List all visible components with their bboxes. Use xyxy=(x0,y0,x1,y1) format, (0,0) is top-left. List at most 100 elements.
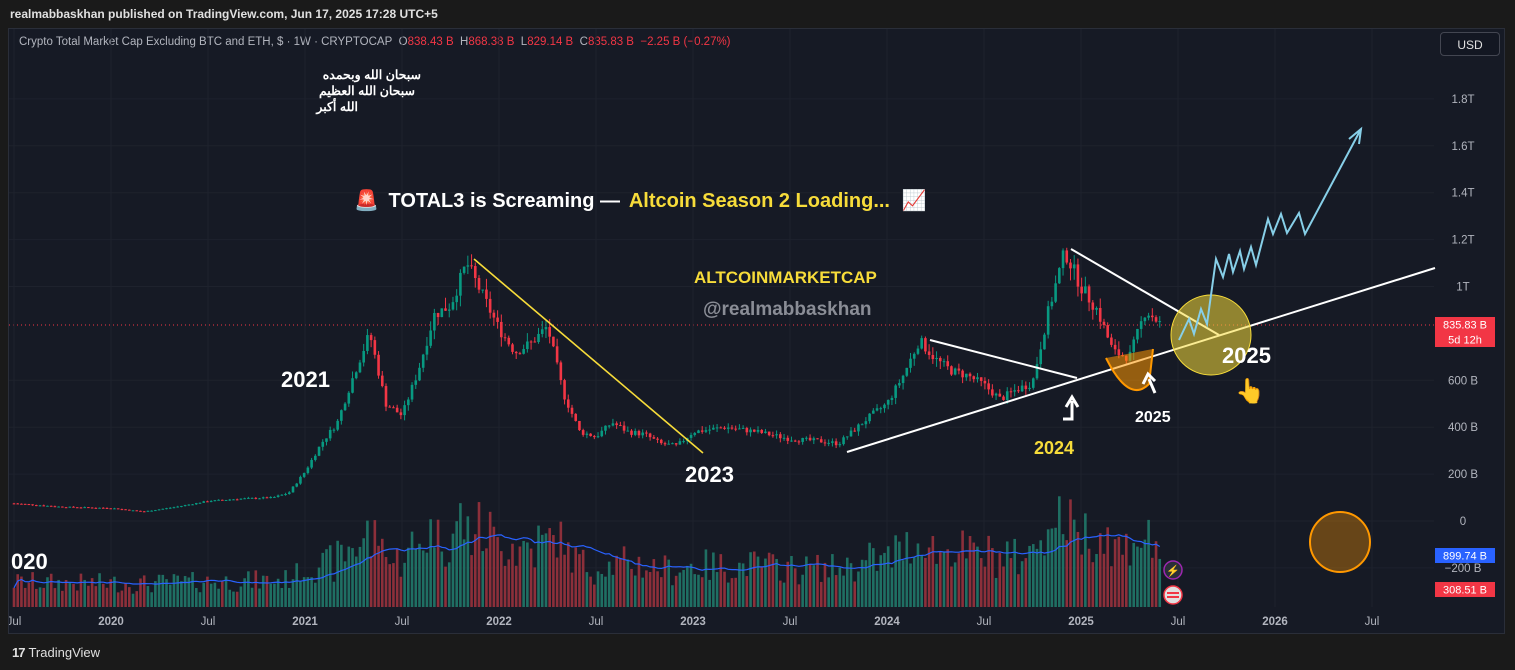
volume-bar xyxy=(328,545,332,607)
price-chart[interactable]: سبحان الله وبحمده سبحان الله العظيم الله… xyxy=(9,29,1506,635)
high-value: 868.38 B xyxy=(468,36,515,48)
candle-body xyxy=(235,499,239,501)
candle-body xyxy=(931,354,935,360)
countdown-badge xyxy=(1435,332,1495,347)
candle-body xyxy=(455,295,458,303)
volume-bar xyxy=(433,547,436,607)
candle-body xyxy=(436,312,440,318)
x-tick-label: Jul xyxy=(395,616,410,628)
volume-bar xyxy=(295,563,299,607)
volume-bar xyxy=(191,572,194,607)
candle-body xyxy=(518,353,522,355)
lightning-icon[interactable] xyxy=(1163,560,1183,580)
volume-bar xyxy=(485,548,488,607)
candle-body xyxy=(269,496,272,499)
volume-badge xyxy=(1435,582,1495,597)
price-axis[interactable]: 1.8T 1.6T 1.4T 1.2T 1T 600 B 400 B 200 B 0 −200 B xyxy=(1445,94,1482,575)
volume-bar xyxy=(1002,566,1005,607)
candle-body xyxy=(105,507,109,509)
candle-body xyxy=(407,399,410,406)
volume-bar xyxy=(273,583,276,607)
currency-button[interactable]: USD xyxy=(1440,32,1500,56)
volume-bar xyxy=(637,556,641,607)
price-badge-value: 835.83 B xyxy=(1443,320,1487,332)
candle-body xyxy=(265,497,269,499)
volume-bar xyxy=(217,588,220,607)
watermark-handle: @realmabbaskhan xyxy=(703,299,872,320)
volume-bar xyxy=(373,520,377,607)
volume-bar xyxy=(823,562,827,607)
volume-bar xyxy=(280,587,284,607)
volume-bar xyxy=(198,592,202,607)
volume-bar xyxy=(738,562,741,607)
volume-bar xyxy=(139,578,142,607)
volume-bar xyxy=(235,591,239,607)
volume-bar xyxy=(987,535,990,607)
candle-body xyxy=(395,407,399,413)
candle-body xyxy=(392,407,395,409)
candle-body xyxy=(656,438,659,440)
volume-bar xyxy=(407,547,410,607)
volume-bar xyxy=(734,577,737,607)
volume-bar xyxy=(343,561,347,607)
volume-bar xyxy=(90,578,94,607)
y-tick-label: 0 xyxy=(1460,516,1466,528)
volume-bar xyxy=(563,554,566,607)
volume-bar xyxy=(351,548,354,607)
volume-bar xyxy=(440,551,444,607)
candle-body xyxy=(53,506,57,508)
volume-bar xyxy=(972,542,976,607)
candle-body xyxy=(916,348,920,354)
volume-bar xyxy=(444,566,447,607)
volume-bar xyxy=(816,554,819,607)
candle-body xyxy=(1043,334,1046,350)
volume-bar xyxy=(154,581,157,607)
candle-body xyxy=(537,333,540,343)
volume-bar xyxy=(767,552,771,607)
volume-bar xyxy=(455,521,458,607)
chart-area[interactable]: Crypto Total Market Cap Excluding BTC an… xyxy=(8,28,1505,634)
candle-body xyxy=(250,497,254,499)
x-tick-label: Jul xyxy=(9,616,21,628)
volume-bar xyxy=(276,578,280,607)
volume-bar xyxy=(805,556,808,607)
volume-bar xyxy=(42,587,46,607)
volume-bar xyxy=(447,562,451,607)
volume-bar xyxy=(425,552,429,607)
volume-bar xyxy=(652,559,656,607)
candle-body xyxy=(604,425,607,431)
candle-body xyxy=(206,501,209,503)
candle-body xyxy=(317,446,321,456)
volume-bar xyxy=(183,576,187,607)
time-axis[interactable]: Jul 2020 Jul 2021 Jul 2022 Jul 2023 Jul 2024 Jul 20… xyxy=(9,616,1379,628)
volume-bar xyxy=(1132,542,1136,607)
volume-bar xyxy=(600,573,604,607)
volume-bar xyxy=(883,552,886,607)
candle-body xyxy=(254,497,258,499)
candle-body xyxy=(712,427,715,430)
us-flag-icon[interactable] xyxy=(1163,585,1183,605)
candle-body xyxy=(816,438,819,440)
siren-icon: 🚨 xyxy=(354,188,379,212)
projection-arrowhead xyxy=(1348,126,1363,145)
footer: 17 TradingView xyxy=(0,634,1515,670)
candle-body xyxy=(708,429,711,431)
candle-body xyxy=(228,499,232,501)
volume-bar xyxy=(976,546,979,607)
volume-bar xyxy=(1009,558,1013,607)
candle-body xyxy=(570,407,574,414)
headline: 🚨 TOTAL3 is Screaming — Altcoin Season 2… xyxy=(354,188,926,212)
volume-ma-line xyxy=(13,534,1161,589)
candle-body xyxy=(849,430,853,437)
candle-body xyxy=(630,430,633,435)
close-label: C xyxy=(579,36,588,48)
candle-body xyxy=(1009,391,1013,393)
y-tick-label: 1.8T xyxy=(1451,94,1474,106)
volume-bar xyxy=(180,581,183,607)
candle-body xyxy=(953,368,957,375)
volume-bar xyxy=(942,551,946,607)
flag-stripe-2-icon xyxy=(1167,596,1179,598)
candle-body xyxy=(12,503,16,505)
tradingview-logo[interactable]: 17 TradingView xyxy=(12,645,100,660)
x-tick-label: Jul xyxy=(589,616,604,628)
